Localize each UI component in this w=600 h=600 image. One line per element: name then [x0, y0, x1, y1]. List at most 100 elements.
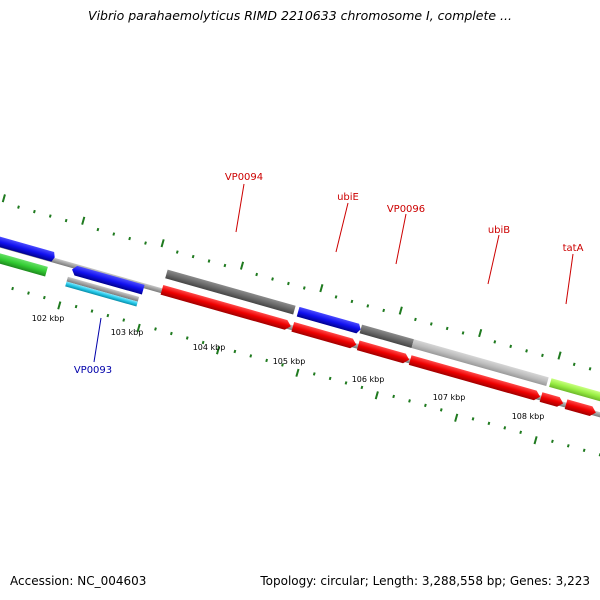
gene-dark-vp0094[interactable]	[165, 269, 296, 315]
minor-tick	[541, 353, 544, 358]
gene-cyan[interactable]	[65, 281, 138, 307]
gene-light-ubib[interactable]	[411, 339, 549, 387]
major-tick	[1, 194, 6, 203]
gene-label-vp0096[interactable]: VP0096	[387, 204, 425, 215]
minor-tick	[392, 394, 396, 399]
minor-tick	[42, 295, 46, 300]
minor-tick	[493, 340, 497, 344]
minor-tick	[64, 218, 68, 223]
gene-label-ubie[interactable]: ubiE	[337, 192, 359, 203]
gene-red-d[interactable]	[408, 355, 542, 401]
minor-tick	[519, 430, 523, 435]
minor-tick	[271, 277, 274, 281]
minor-tick	[487, 421, 491, 426]
gene-lime-tata[interactable]	[549, 378, 600, 404]
major-tick	[557, 351, 562, 360]
minor-tick	[445, 326, 449, 331]
gene-dark-vp0096[interactable]	[359, 324, 414, 348]
major-tick	[454, 413, 459, 422]
minor-tick	[185, 336, 189, 340]
major-tick	[216, 346, 221, 355]
minor-tick	[281, 363, 284, 367]
minor-tick	[154, 327, 157, 331]
gene-blue-ubie[interactable]	[296, 306, 362, 334]
inner-tick-row	[11, 286, 600, 457]
major-tick	[319, 284, 324, 293]
minor-tick	[144, 241, 147, 245]
major-tick	[478, 328, 483, 338]
minor-tick	[48, 214, 52, 218]
minor-tick	[233, 349, 237, 354]
minor-tick	[128, 236, 132, 241]
minor-tick	[255, 272, 259, 277]
minor-tick	[207, 259, 211, 263]
gene-label-tata[interactable]: tatA	[563, 243, 584, 254]
gene-blue-vp0093-region[interactable]	[71, 265, 145, 295]
gene-blue-left[interactable]	[0, 231, 56, 262]
minor-tick	[11, 286, 14, 291]
major-tick	[239, 261, 245, 270]
gene-red-a[interactable]	[160, 284, 293, 331]
minor-tick	[122, 318, 126, 322]
minor-tick	[382, 308, 386, 313]
minor-tick	[566, 444, 570, 448]
gene-label-vp0094[interactable]: VP0094	[225, 172, 263, 183]
minor-tick	[312, 372, 316, 376]
callout-line-ubie	[335, 202, 349, 253]
gene-label-ubib[interactable]: ubiB	[488, 225, 510, 236]
minor-tick	[572, 362, 576, 367]
callout-line-tata	[565, 253, 574, 305]
minor-tick	[334, 295, 338, 299]
major-tick	[160, 239, 165, 248]
minor-tick	[582, 448, 586, 453]
tick-label: 107 kbp	[433, 393, 466, 402]
minor-tick	[265, 358, 269, 363]
tick-label: 103 kbp	[111, 328, 144, 337]
major-tick	[295, 368, 300, 377]
callout-line-vp0093	[93, 317, 102, 363]
minor-tick	[27, 291, 30, 295]
gene-green-left[interactable]	[0, 247, 48, 277]
tick-labels: 102 kbp 103 kbp 104 kbp 105 kbp 106 kbp …	[32, 314, 545, 421]
minor-tick	[201, 340, 205, 345]
outer-tick-row	[1, 194, 592, 371]
gene-red-e[interactable]	[539, 392, 565, 408]
minor-tick	[96, 227, 100, 232]
minor-tick	[287, 281, 290, 286]
gene-red-b[interactable]	[291, 321, 357, 350]
tick-label: 108 kbp	[512, 412, 545, 421]
major-tick	[533, 436, 538, 445]
minor-tick	[112, 232, 116, 236]
minor-tick	[588, 367, 592, 371]
minor-tick	[344, 381, 348, 385]
gene-red-c[interactable]	[356, 340, 411, 365]
callout-line-vp0096	[395, 213, 407, 265]
minor-tick	[90, 309, 94, 313]
minor-tick	[106, 313, 110, 318]
minor-tick	[17, 205, 20, 209]
minor-tick	[350, 299, 354, 304]
gene-label-vp0093[interactable]: VP0093	[74, 365, 112, 376]
minor-tick	[170, 331, 173, 336]
gene-gray-cyan-upper[interactable]	[66, 276, 140, 302]
minor-tick	[328, 376, 332, 381]
map-title: Vibrio parahaemolyticus RIMD 2210633 chr…	[88, 8, 512, 23]
minor-tick	[366, 304, 370, 308]
tick-label: 106 kbp	[352, 375, 385, 384]
minor-tick	[471, 417, 475, 421]
major-tick	[398, 306, 403, 315]
accession-text: Accession: NC_004603	[10, 574, 147, 588]
major-tick	[374, 391, 379, 400]
minor-tick	[74, 304, 78, 309]
tick-label: 105 kbp	[273, 357, 306, 366]
gene-red-f[interactable]	[564, 399, 598, 417]
tick-label: 102 kbp	[32, 314, 65, 323]
callout-line-ubib	[487, 234, 500, 285]
gene-callouts: VP0094 ubiE VP0096 ubiB tatA VP0093	[74, 172, 584, 376]
minor-tick	[223, 263, 227, 268]
minor-tick	[509, 344, 513, 349]
minor-tick	[408, 399, 411, 403]
minor-tick	[429, 322, 433, 326]
callout-line-vp0094	[235, 183, 245, 233]
